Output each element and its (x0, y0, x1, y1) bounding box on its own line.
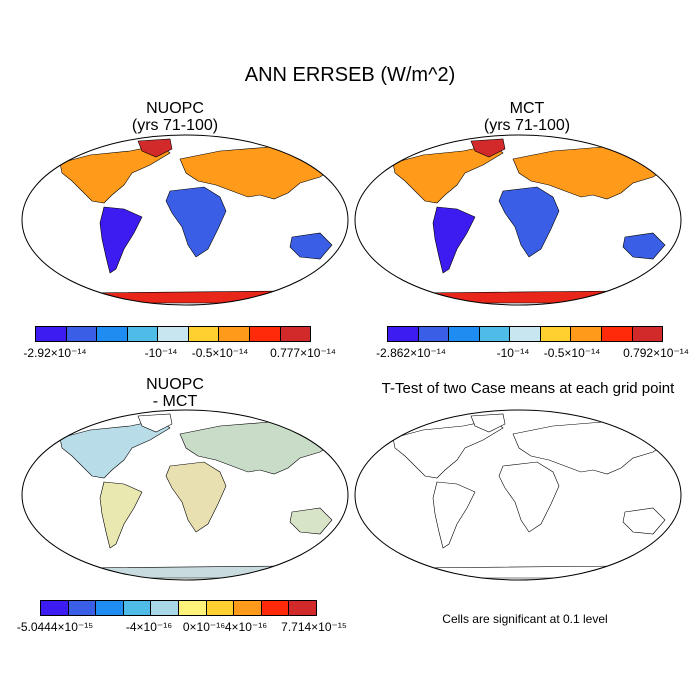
continent-antarctica (81, 290, 291, 304)
map-outline (354, 409, 682, 581)
colorbar-swatch (66, 327, 98, 341)
continent-australia (289, 232, 333, 260)
panel-c-title: NUOPC - MCT (146, 376, 204, 410)
continent-antarctica (414, 565, 624, 579)
continent-northAmerica (59, 419, 171, 479)
colorbar-swatch (36, 327, 67, 341)
continent-africa (498, 461, 560, 533)
colorbar-swatch (571, 327, 602, 341)
colorbar-swatch (96, 601, 124, 615)
continent-northAmerica (392, 419, 504, 479)
continent-greenland (470, 413, 506, 433)
significance-note: Cells are significant at 0.1 level (442, 612, 608, 626)
map-outline (21, 409, 349, 581)
panel-c-tick-2: -4×10⁻¹⁶ (125, 620, 173, 634)
panel-b-tick-max: 0.792×10⁻¹⁴ (623, 346, 689, 360)
continent-southAmerica (99, 481, 143, 549)
panel-c-tick-3: 0×10⁻¹⁶ (182, 620, 226, 634)
continent-greenland (470, 138, 506, 158)
panel-d-map (354, 409, 682, 581)
colorbar-swatch (540, 327, 572, 341)
continent-australia (622, 232, 666, 260)
continent-africa (165, 186, 227, 258)
panel-a-map (21, 134, 349, 306)
colorbar-swatch (127, 327, 159, 341)
map-outline (21, 134, 349, 306)
colorbar-swatch (280, 327, 311, 341)
continent-greenland (137, 138, 173, 158)
colorbar-swatch (123, 601, 152, 615)
colorbar-swatch (632, 327, 663, 341)
colorbar-swatch (388, 327, 419, 341)
colorbar-swatch (289, 601, 316, 615)
panel-a-tick-min: -2.92×10⁻¹⁴ (23, 346, 87, 360)
panel-a-colorbar (35, 326, 311, 342)
continent-antarctica (81, 565, 291, 579)
panel-a-tick-2: -10⁻¹⁴ (144, 346, 178, 360)
colorbar-swatch (418, 327, 450, 341)
panel-c-map (21, 409, 349, 581)
colorbar-swatch (601, 327, 633, 341)
colorbar-swatch (510, 327, 541, 341)
panel-c-colorbar (40, 600, 317, 616)
figure-title: ANN ERRSEB (W/m^2) (244, 64, 456, 86)
panel-a-title: NUOPC (yrs 71-100) (131, 100, 219, 134)
colorbar-swatch (41, 601, 69, 615)
panel-b-map (354, 134, 682, 306)
continent-africa (165, 461, 227, 533)
panel-c-tick-4: 4×10⁻¹⁶ (224, 620, 268, 634)
colorbar-swatch (219, 327, 250, 341)
panel-b-tick-min: -2.862×10⁻¹⁴ (376, 346, 446, 360)
colorbar-swatch (206, 601, 235, 615)
continent-australia (289, 507, 333, 535)
colorbar-swatch (151, 601, 179, 615)
panel-b-title: MCT (yrs 71-100) (483, 100, 571, 134)
colorbar-swatch (249, 327, 281, 341)
map-outline (354, 134, 682, 306)
colorbar-swatch (261, 601, 290, 615)
colorbar-swatch (97, 327, 128, 341)
panel-a-tick-max: 0.777×10⁻¹⁴ (270, 346, 336, 360)
panel-d-title: T-Test of two Case means at each grid po… (381, 380, 675, 397)
panel-b-tick-3: -0.5×10⁻¹⁴ (543, 346, 601, 360)
panel-a-tick-3: -0.5×10⁻¹⁴ (191, 346, 249, 360)
continent-northAmerica (392, 144, 504, 204)
continent-australia (622, 507, 666, 535)
continent-africa (498, 186, 560, 258)
panel-b-tick-2: -10⁻¹⁴ (496, 346, 530, 360)
continent-southAmerica (432, 481, 476, 549)
panel-c-tick-max: 7.714×10⁻¹⁵ (281, 620, 347, 634)
continent-antarctica (414, 290, 624, 304)
colorbar-swatch (178, 601, 207, 615)
colorbar-swatch (479, 327, 511, 341)
colorbar-swatch (68, 601, 97, 615)
continent-greenland (137, 413, 173, 433)
colorbar-swatch (158, 327, 189, 341)
panel-b-colorbar (387, 326, 663, 342)
colorbar-swatch (449, 327, 480, 341)
continent-northAmerica (59, 144, 171, 204)
continent-southAmerica (99, 206, 143, 274)
colorbar-swatch (188, 327, 220, 341)
continent-southAmerica (432, 206, 476, 274)
panel-c-tick-min: -5.0444×10⁻¹⁵ (16, 620, 94, 634)
colorbar-swatch (234, 601, 262, 615)
